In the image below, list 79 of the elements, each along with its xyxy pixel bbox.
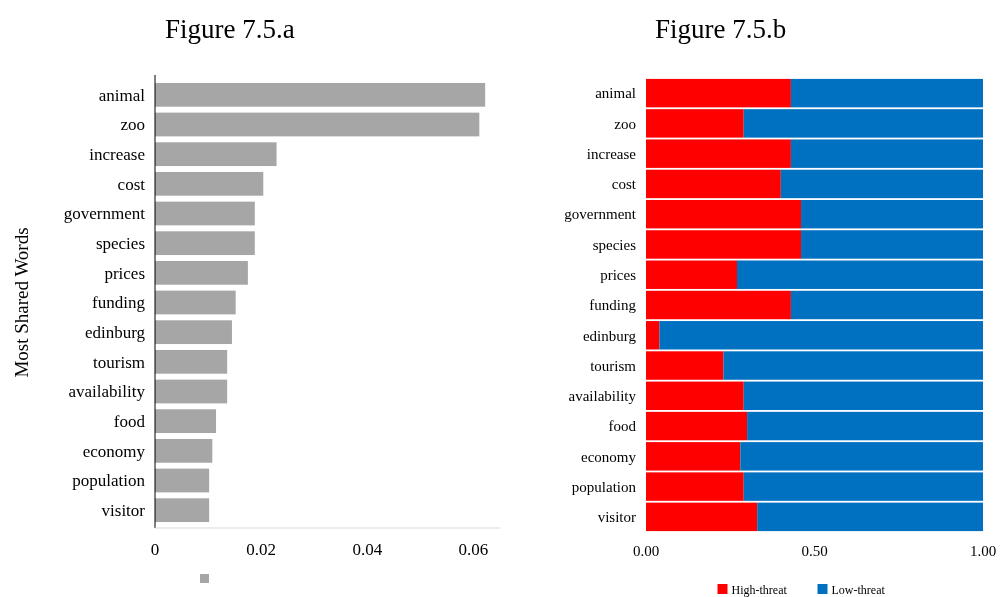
bar — [155, 409, 217, 434]
y-tick-label: population — [72, 471, 146, 491]
bar — [155, 112, 480, 137]
x-tick-label: 0.06 — [458, 540, 489, 559]
y-tick-label: prices — [104, 263, 145, 283]
x-tick-label: 0.50 — [801, 543, 828, 559]
bar — [646, 321, 660, 350]
x-tick-label: 0.00 — [632, 543, 660, 559]
bar — [155, 349, 228, 374]
y-tick-label: increase — [89, 145, 145, 165]
y-tick-label: cost — [117, 174, 146, 194]
bar — [646, 260, 737, 289]
y-axis-title: Most Shared Words — [11, 227, 32, 378]
bar — [646, 381, 744, 411]
bar — [646, 230, 802, 259]
legend-label: Low-threat — [831, 583, 886, 597]
bar — [646, 78, 791, 108]
y-tick-label: availability — [68, 382, 146, 402]
y-tick-label: edinburg — [84, 323, 146, 343]
bar — [736, 260, 983, 289]
bar — [155, 468, 210, 493]
bar — [155, 498, 210, 523]
bar — [790, 78, 983, 108]
bar — [155, 260, 248, 285]
bar — [790, 290, 983, 320]
bar — [646, 502, 758, 532]
y-tick-label: food — [608, 418, 637, 435]
bar — [155, 201, 255, 226]
bar — [155, 142, 277, 167]
bar — [780, 169, 983, 199]
y-tick-label: funding — [92, 293, 146, 313]
bar — [155, 438, 213, 463]
y-tick-label: government — [63, 204, 146, 224]
y-tick-label: zoo — [614, 115, 636, 132]
y-tick-label: animal — [98, 85, 146, 105]
bar — [747, 411, 983, 441]
y-tick-label: species — [592, 236, 637, 253]
x-tick-label: 1.00 — [969, 543, 997, 559]
bar — [801, 230, 983, 259]
chart-title: Figure 7.5.b — [655, 14, 787, 44]
bar — [155, 82, 486, 107]
y-tick-label: economy — [82, 441, 146, 461]
bar — [801, 199, 983, 229]
bar — [155, 379, 228, 404]
y-tick-label: tourism — [590, 357, 637, 374]
bar — [723, 351, 983, 380]
bar — [646, 290, 791, 320]
y-tick-label: food — [113, 412, 146, 432]
y-tick-label: edinburg — [582, 327, 637, 344]
x-tick-label: 0 — [150, 540, 160, 559]
y-tick-label: prices — [600, 266, 637, 283]
y-tick-label: availability — [568, 388, 637, 405]
bar — [646, 199, 802, 229]
y-tick-label: cost — [611, 176, 637, 193]
y-tick-label: tourism — [93, 352, 145, 372]
y-tick-label: increase — [586, 145, 637, 162]
y-tick-label: population — [571, 478, 637, 495]
x-tick-label: 0.04 — [352, 540, 383, 559]
y-tick-label: visitor — [597, 509, 636, 526]
bar — [659, 321, 983, 350]
bar — [155, 231, 255, 256]
y-tick-label: government — [564, 206, 637, 223]
bar — [155, 171, 264, 196]
y-tick-label: animal — [595, 85, 636, 102]
bar — [646, 351, 724, 380]
y-tick-label: species — [95, 234, 145, 254]
legend-label: High-threat — [731, 583, 788, 597]
x-tick-label: 0.02 — [246, 540, 277, 559]
y-tick-label: zoo — [120, 115, 145, 135]
chart-title: Figure 7.5.a — [165, 14, 295, 44]
bar — [743, 381, 983, 411]
bar — [155, 290, 236, 315]
bar — [155, 320, 232, 345]
bar — [646, 411, 748, 441]
y-tick-label: visitor — [101, 501, 146, 521]
bar — [757, 502, 983, 532]
y-tick-label: economy — [581, 448, 637, 465]
y-tick-label: funding — [589, 297, 637, 314]
bar — [646, 169, 781, 199]
